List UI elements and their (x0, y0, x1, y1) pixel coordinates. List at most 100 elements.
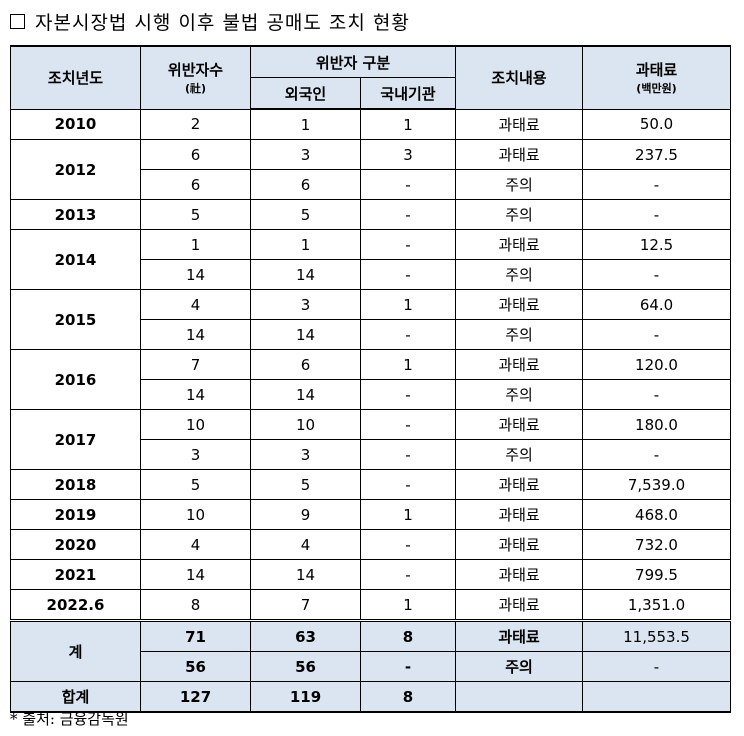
table-row: 2020 4 4- 과태료 732.0 (10, 529, 732, 560)
table-cell: 과태료 (455, 499, 584, 530)
table-cell: - (359, 319, 457, 350)
table-row: 2021 14 14- 과태료 799.5 (10, 559, 732, 590)
table-cell: 120.0 (582, 349, 732, 380)
table-cell: 8 (140, 589, 251, 621)
table-cell (455, 681, 584, 713)
table-cell: - (582, 169, 732, 200)
table-row: 2017 10 10- 과태료 180.0 (10, 409, 732, 470)
table-row: 2012 6 3 3 과태료 237.5 (10, 139, 732, 200)
table-cell: - (359, 469, 457, 500)
table-cell: - (359, 529, 457, 560)
table-row: 6 6- 주의 - (11, 169, 732, 200)
table-cell: - (359, 259, 457, 290)
table-cell: 1 (359, 499, 457, 530)
table-cell: 3 (250, 439, 361, 470)
table-cell: - (359, 199, 457, 230)
table-row: 56 56- 주의 - (11, 651, 732, 682)
table-cell: 10 (140, 409, 251, 440)
table-cell: 5 (250, 469, 361, 500)
year-cell: 2018 (10, 469, 141, 500)
header-unit: (백만원) (636, 82, 677, 96)
title-row: 자본시장법 시행 이후 불법 공매도 조치 현황 (10, 6, 410, 36)
year-cell: 2014 (10, 229, 141, 290)
year-cell: 2010 (10, 108, 141, 140)
table-cell: - (359, 409, 457, 440)
table-cell: 56 (140, 651, 251, 682)
table-cell: 11,553.5 (582, 619, 732, 652)
table-cell: 6 (250, 349, 361, 380)
table-cell: 14 (140, 259, 251, 290)
table-cell: 799.5 (582, 559, 732, 590)
table-row: 2010 2 1 1 과태료 50.0 (10, 108, 732, 140)
table-cell: 과태료 (455, 409, 584, 440)
table-cell: 과태료 (455, 619, 584, 652)
table-cell: 3 (359, 139, 457, 170)
bullet-box (10, 13, 25, 29)
table-cell: 63 (250, 619, 361, 652)
table-row: 합계 127 119 8 (10, 681, 732, 713)
year-cell: 2013 (10, 199, 141, 230)
table-head: 조치년도 위반자수 (社) 위반자 구분 조치내용 과태료 (백만원) 외국인 국내… (10, 45, 732, 110)
table-cell: 6 (250, 169, 361, 200)
year-cell: 2017 (10, 409, 141, 470)
table-cell: 5 (140, 199, 251, 230)
table-cell: 50.0 (582, 108, 732, 140)
table-cell: 12.5 (582, 229, 732, 260)
header-cell: 조치년도 (10, 45, 141, 110)
table-cell: 119 (250, 681, 361, 713)
table-cell: 2 (140, 108, 251, 140)
title: 자본시장법 시행 이후 불법 공매도 조치 현황 (35, 11, 410, 34)
table-row: 2014 1 1- 과태료 12.5 (10, 229, 732, 290)
year-cell: 2016 (10, 349, 141, 410)
table-cell: 과태료 (455, 469, 584, 500)
table-cell: 주의 (455, 319, 584, 350)
table-cell: 127 (140, 681, 251, 713)
table-row: 2022.6 8 7 1 과태료 1,351.0 (10, 589, 732, 621)
table-cell: - (359, 229, 457, 260)
table-cell: 14 (250, 319, 361, 350)
table-cell: 8 (359, 619, 457, 652)
table-row: 14 14- 주의 - (11, 319, 732, 350)
table-cell: 1 (250, 108, 361, 140)
table-cell: 주의 (455, 199, 584, 230)
table-cell: 14 (140, 379, 251, 410)
table-cell: 9 (250, 499, 361, 530)
table-cell: 10 (250, 409, 361, 440)
table-cell: - (582, 199, 732, 230)
table-cell: 주의 (455, 651, 584, 682)
source-note: * 출처: 금융감독원 (10, 710, 129, 728)
table-cell: 14 (140, 559, 251, 590)
header-cell: 조치내용 (455, 45, 584, 110)
header-cell: 위반자수 (社) (140, 45, 251, 110)
header-cell: 외국인 (250, 77, 361, 110)
table-row: 2018 5 5- 과태료 7,539.0 (10, 469, 732, 500)
table-cell: 1 (359, 589, 457, 621)
table-cell: - (582, 319, 732, 350)
table-cell: 과태료 (455, 108, 584, 140)
year-cell: 2012 (10, 139, 141, 200)
table-cell: 주의 (455, 439, 584, 470)
table-cell: 과태료 (455, 289, 584, 320)
table-row: 2016 7 6 1 과태료 120.0 (10, 349, 732, 410)
table-cell: 과태료 (455, 229, 584, 260)
table-cell: 5 (140, 469, 251, 500)
table-cell: 과태료 (455, 589, 584, 621)
table-cell: 과태료 (455, 139, 584, 170)
table-cell: - (582, 439, 732, 470)
table-cell: 과태료 (455, 529, 584, 560)
table-row: 2015 4 3 1 과태료 64.0 (10, 289, 732, 350)
table-row: 계 71 63 8 과태료 11,553.5 (10, 619, 732, 682)
table-cell: 237.5 (582, 139, 732, 170)
table-row: 2019 10 9 1 과태료 468.0 (10, 499, 732, 530)
table-cell: 468.0 (582, 499, 732, 530)
table-cell: 8 (359, 681, 457, 713)
table-cell: 4 (140, 289, 251, 320)
table-cell: 14 (250, 559, 361, 590)
table-cell: 10 (140, 499, 251, 530)
table-cell: 14 (250, 379, 361, 410)
table-cell: 71 (140, 619, 251, 652)
year-cell: 합계 (10, 681, 141, 713)
header-cell: 위반자 구분 (249, 45, 457, 78)
table-cell: 주의 (455, 259, 584, 290)
table-cell: - (359, 559, 457, 590)
